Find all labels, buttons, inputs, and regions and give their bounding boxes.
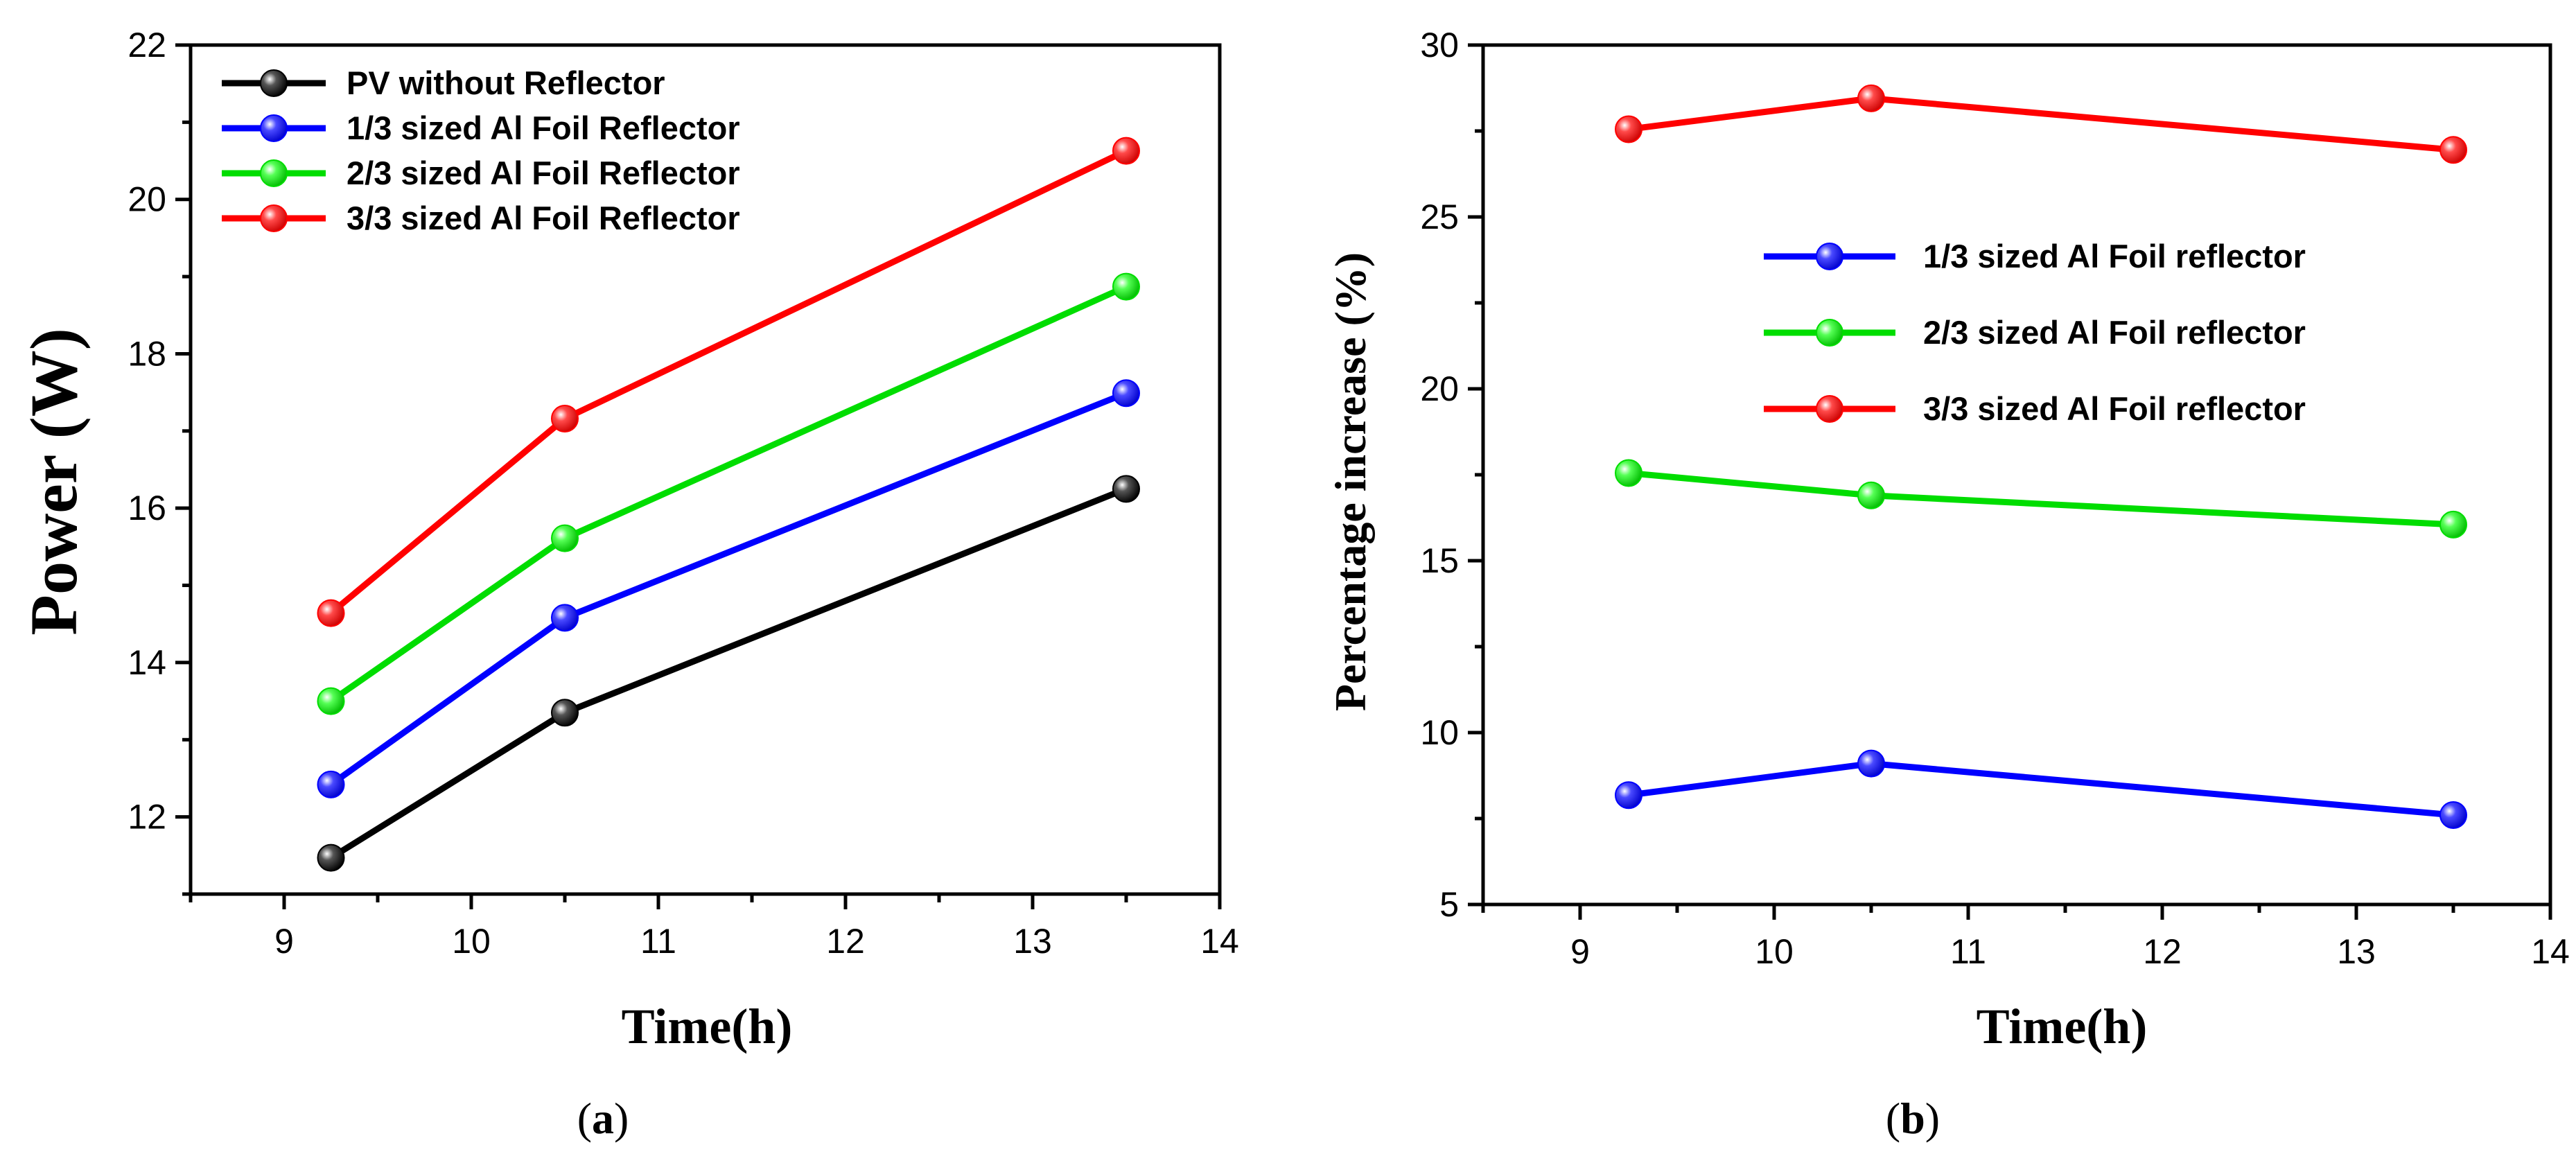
chart-a-ylabel: Power (W)	[17, 328, 91, 635]
series-line-3	[1628, 95, 2454, 153]
legend-label: 1/3 sized Al Foil reflector	[1923, 238, 2306, 274]
legend-marker	[260, 114, 288, 142]
legend-label: PV without Reflector	[347, 64, 665, 101]
x-tick-label: 9	[274, 922, 294, 961]
data-point	[551, 524, 579, 552]
legend-marker	[260, 159, 288, 187]
chart-a-panel-label: (a)	[577, 1094, 629, 1143]
legend-marker	[1816, 319, 1843, 347]
chart-b: 9 10 11 12 13 14 5 10 15 20 25 30 1/3 sized Al Foil …	[1326, 26, 2570, 1143]
data-point	[1615, 459, 1642, 487]
x-tick-label: 9	[1570, 932, 1590, 971]
chart-b-xlabel: Time(h)	[1977, 999, 2148, 1054]
series-line-2	[1628, 470, 2454, 528]
data-point	[1112, 475, 1140, 503]
y-tick-label: 20	[128, 180, 166, 219]
legend-label: 2/3 sized Al Foil reflector	[1923, 314, 2306, 351]
legend-label: 3/3 sized Al Foil Reflector	[347, 200, 740, 236]
data-point	[1112, 272, 1140, 301]
data-point	[2439, 510, 2467, 539]
legend-label: 1/3 sized Al Foil Reflector	[347, 110, 740, 146]
y-tick-label: 30	[1420, 26, 1459, 64]
data-point	[2439, 801, 2467, 830]
data-point	[1112, 379, 1140, 408]
data-point	[1857, 481, 1885, 509]
data-point	[317, 599, 345, 627]
y-tick-label: 22	[128, 26, 166, 64]
data-point	[1112, 137, 1140, 165]
data-point	[2439, 136, 2467, 164]
series-line-3	[328, 283, 1128, 704]
legend-marker	[260, 69, 288, 97]
data-point	[317, 843, 345, 872]
y-tick-label: 15	[1420, 541, 1459, 580]
y-tick-label: 14	[128, 643, 166, 682]
data-point	[317, 687, 345, 715]
data-point	[1857, 749, 1885, 778]
chart-a-xlabel: Time(h)	[622, 999, 793, 1054]
x-tick-label: 10	[452, 922, 491, 961]
chart-a: 9 10 11 12 13 14 12 14 16 18 20 22 PV without Reflec…	[17, 26, 1239, 1143]
x-tick-label: 11	[1950, 932, 1986, 971]
chart-a-frame	[189, 43, 1222, 896]
data-point	[317, 770, 345, 798]
legend-marker	[260, 204, 288, 232]
x-tick-label: 14	[2531, 932, 2570, 971]
y-tick-label: 20	[1420, 369, 1459, 408]
legend-marker	[1816, 243, 1843, 270]
chart-a-plot: 9 10 11 12 13 14 12 14 16 18 20 22 PV without Reflec…	[128, 26, 1238, 961]
y-tick-label: 18	[128, 334, 166, 373]
legend-label: 2/3 sized Al Foil Reflector	[347, 155, 740, 191]
data-point	[551, 405, 579, 432]
series-line-1	[329, 486, 1128, 861]
x-tick-label: 12	[826, 922, 865, 961]
x-tick-label: 14	[1200, 922, 1239, 961]
legend-label: 3/3 sized Al Foil reflector	[1923, 390, 2306, 427]
y-tick-label: 12	[128, 798, 166, 837]
data-point	[1615, 781, 1642, 810]
series-line-1	[1628, 760, 2454, 819]
legend-marker	[1816, 395, 1843, 423]
series-line-2	[328, 390, 1128, 787]
chart-b-panel-label: (b)	[1886, 1094, 1940, 1143]
data-point	[1615, 115, 1642, 143]
y-tick-label: 25	[1420, 198, 1459, 236]
x-tick-label: 13	[2337, 932, 2376, 971]
chart-b-ylabel: Percentage increase (%)	[1326, 252, 1375, 711]
x-tick-label: 13	[1013, 922, 1052, 961]
chart-b-plot: 9 10 11 12 13 14 5 10 15 20 25 30 1/3 sized Al Foil …	[1420, 26, 2569, 971]
data-point	[551, 604, 579, 632]
x-tick-label: 11	[640, 922, 676, 961]
data-point	[551, 699, 579, 727]
y-tick-label: 10	[1420, 713, 1459, 752]
y-tick-label: 5	[1439, 885, 1459, 924]
x-tick-label: 12	[2143, 932, 2182, 971]
x-tick-label: 10	[1755, 932, 1794, 971]
y-tick-label: 16	[128, 489, 166, 527]
data-point	[1857, 84, 1885, 112]
